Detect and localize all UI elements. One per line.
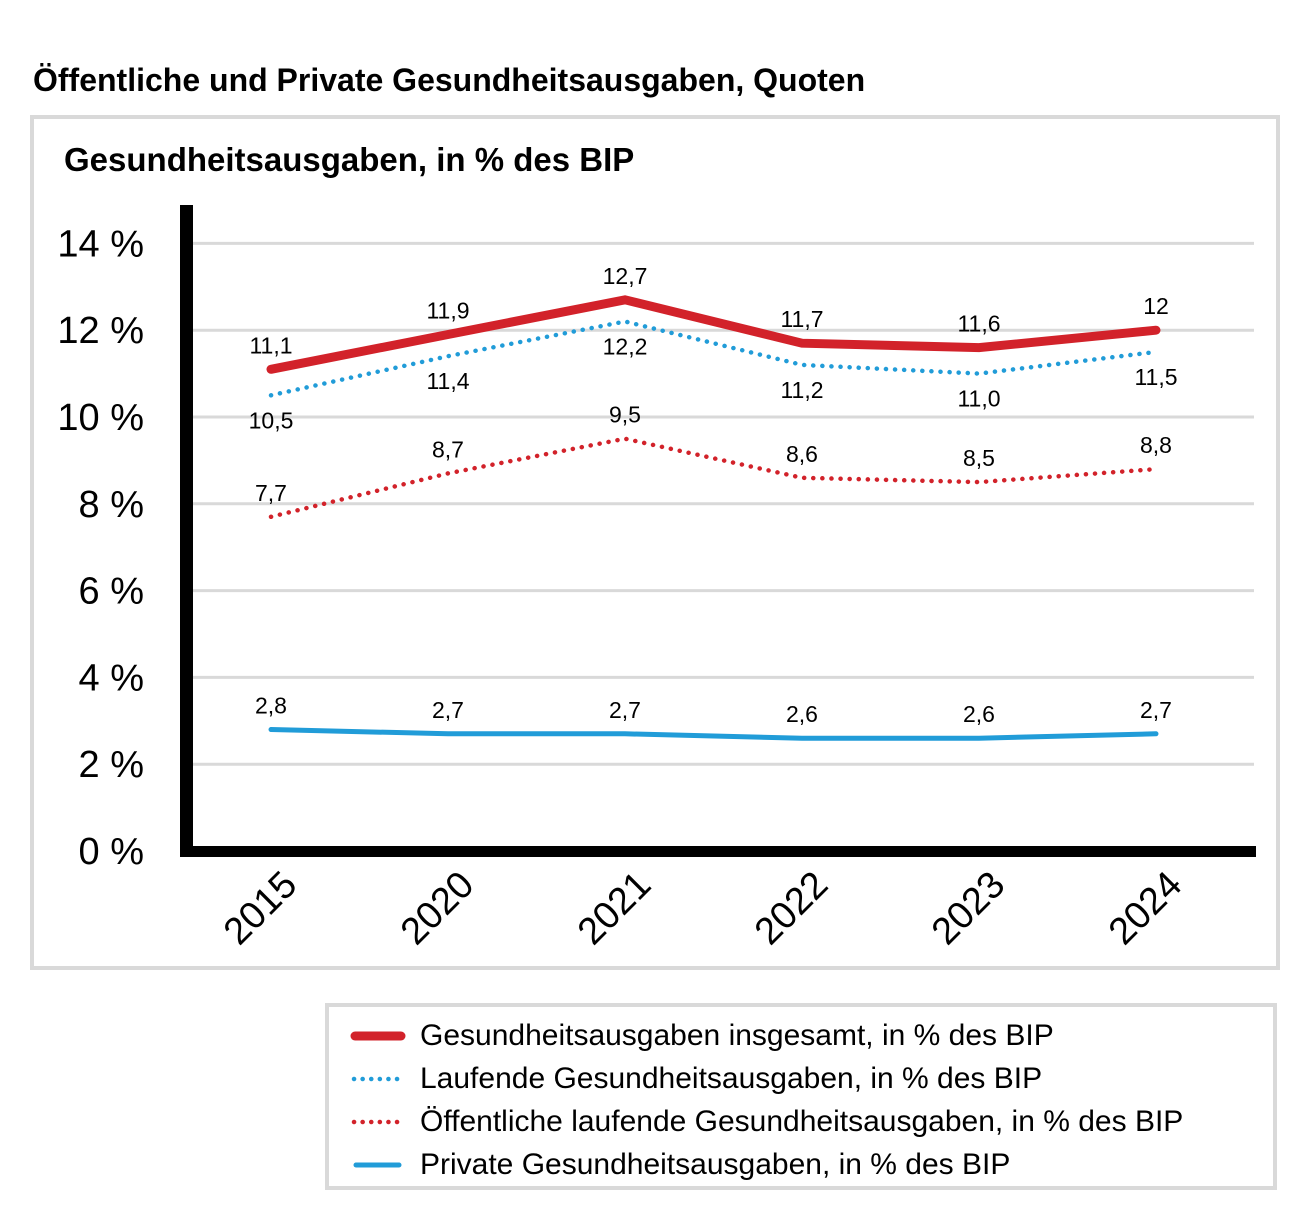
svg-text:12: 12 <box>1143 293 1169 319</box>
svg-text:11,5: 11,5 <box>1134 364 1177 390</box>
legend-swatch-red-dotted-icon <box>351 1119 407 1124</box>
svg-text:2023: 2023 <box>924 864 1013 953</box>
svg-text:6 %: 6 % <box>79 571 144 613</box>
svg-text:12,7: 12,7 <box>603 263 648 289</box>
svg-text:10 %: 10 % <box>57 397 144 439</box>
svg-text:11,4: 11,4 <box>426 368 469 394</box>
chart-title: Gesundheitsausgaben, in % des BIP <box>64 141 635 178</box>
svg-text:4 %: 4 % <box>79 657 144 699</box>
svg-text:2021: 2021 <box>570 864 659 953</box>
svg-text:11,1: 11,1 <box>249 332 292 358</box>
chart-panel: Gesundheitsausgaben, in % des BIP 0 % 2 %… <box>30 115 1280 970</box>
svg-text:2,6: 2,6 <box>786 701 818 727</box>
svg-text:0 %: 0 % <box>79 831 144 873</box>
svg-text:8,6: 8,6 <box>786 441 818 467</box>
svg-text:2024: 2024 <box>1101 864 1190 953</box>
page-title: Öffentliche und Private Gesundheitsausga… <box>33 62 866 99</box>
legend-label: Gesundheitsausgaben insgesamt, in % des … <box>420 1018 1054 1052</box>
svg-text:2,7: 2,7 <box>432 697 464 723</box>
svg-text:2 %: 2 % <box>79 744 144 786</box>
line-chart: 0 % 2 % 4 % 6 % 8 % 10 % 12 % 14 % 2015 2020 2021 2… <box>57 205 1256 953</box>
svg-text:2020: 2020 <box>393 864 482 953</box>
legend-swatch-blue-dotted-icon <box>351 1076 407 1081</box>
svg-text:11,9: 11,9 <box>426 298 469 324</box>
legend-item-public-current: Öffentliche laufende Gesundheitsausgaben… <box>349 1100 1273 1143</box>
svg-text:11,2: 11,2 <box>780 377 823 403</box>
svg-text:7,7: 7,7 <box>255 480 287 506</box>
svg-text:2,7: 2,7 <box>1140 697 1172 723</box>
svg-text:2022: 2022 <box>747 864 836 953</box>
svg-text:8 %: 8 % <box>79 484 144 526</box>
legend-item-private: Private Gesundheitsausgaben, in % des BI… <box>349 1143 1273 1186</box>
legend: Gesundheitsausgaben insgesamt, in % des … <box>325 1003 1277 1190</box>
svg-text:11,0: 11,0 <box>957 386 1000 412</box>
svg-text:12,2: 12,2 <box>603 334 648 360</box>
svg-text:11,6: 11,6 <box>957 311 1000 337</box>
legend-label: Private Gesundheitsausgaben, in % des BI… <box>420 1147 1011 1181</box>
svg-text:8,5: 8,5 <box>963 445 995 471</box>
legend-swatch-red-solid-icon <box>350 1031 406 1040</box>
legend-swatch-blue-solid-icon <box>353 1162 402 1167</box>
svg-text:2,8: 2,8 <box>255 693 287 719</box>
svg-text:12 %: 12 % <box>57 310 144 352</box>
svg-text:2,6: 2,6 <box>963 701 995 727</box>
svg-text:8,7: 8,7 <box>432 436 464 462</box>
svg-text:9,5: 9,5 <box>609 402 641 428</box>
legend-item-total: Gesundheitsausgaben insgesamt, in % des … <box>349 1014 1273 1057</box>
legend-label: Laufende Gesundheitsausgaben, in % des B… <box>420 1061 1043 1095</box>
svg-text:11,7: 11,7 <box>780 306 823 332</box>
legend-label: Öffentliche laufende Gesundheitsausgaben… <box>420 1104 1184 1138</box>
svg-text:2,7: 2,7 <box>609 697 641 723</box>
svg-text:10,5: 10,5 <box>249 407 294 433</box>
svg-text:14 %: 14 % <box>57 223 144 265</box>
svg-text:8,8: 8,8 <box>1140 432 1172 458</box>
svg-text:2015: 2015 <box>216 864 305 953</box>
legend-item-current: Laufende Gesundheitsausgaben, in % des B… <box>349 1057 1273 1100</box>
